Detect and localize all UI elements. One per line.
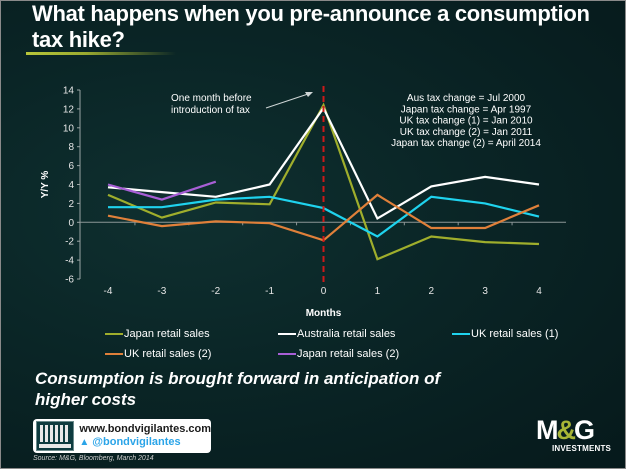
y-tick-label: 10 (63, 123, 75, 134)
mg-logo-tagline: INVESTMENTS (552, 444, 612, 453)
series-line-japan-retail-sales (107, 102, 540, 261)
annotation-one-month-before: introduction of tax (171, 105, 250, 116)
twitter-bird-icon: ▲ (79, 437, 90, 448)
annotation-arrowhead-icon (305, 92, 313, 97)
legend-label: Japan retail sales (124, 328, 210, 340)
twitter-handle-link[interactable]: ▲ @bondvigilantes (79, 436, 211, 449)
title-underline (26, 52, 176, 55)
mg-logo-wordmark: M&G (536, 415, 595, 445)
annotation-tax-change-date: Japan tax change (2) = April 2014 (391, 138, 541, 149)
legend-swatch (452, 333, 470, 335)
annotation-arrow-line (265, 92, 312, 109)
x-tick-label: -1 (265, 286, 274, 297)
y-tick-label: 14 (63, 86, 75, 97)
y-tick-label: 4 (68, 180, 74, 191)
twitter-handle: @bondvigilantes (92, 436, 181, 448)
annotation-tax-change-date: UK tax change (2) = Jan 2011 (400, 127, 533, 138)
x-tick-label: -3 (157, 286, 166, 297)
y-tick-label: 12 (63, 104, 75, 115)
x-tick-label: 3 (482, 286, 488, 297)
bond-vigilantes-banner[interactable]: www.bondvigilantes.com ▲ @bondvigilantes (33, 419, 211, 453)
legend-item-japan-retail-sales: Japan retail sales (105, 328, 210, 340)
y-tick-label: 6 (68, 161, 74, 172)
bond-vigilantes-logo-icon (36, 421, 75, 451)
legend-item-uk-retail-sales-1: UK retail sales (1) (452, 328, 558, 340)
source-note: Source: M&G, Bloomberg, March 2014 (33, 455, 154, 462)
legend-swatch (278, 353, 296, 355)
y-axis-title: Y/Y % (40, 171, 51, 199)
x-tick-label: -2 (211, 286, 220, 297)
legend-item-australia-retail-sales: Australia retail sales (278, 328, 395, 340)
legend-label: Australia retail sales (297, 328, 396, 340)
x-tick-label: 2 (428, 286, 434, 297)
annotation-tax-change-date: UK tax change (1) = Jan 2010 (399, 116, 533, 127)
annotation-tax-change-date: Japan tax change = Apr 1997 (401, 104, 532, 115)
x-axis-title: Months (306, 308, 342, 319)
y-tick-label: -6 (65, 275, 74, 286)
annotation-one-month-before: One month before (171, 93, 252, 104)
legend-swatch (105, 353, 123, 355)
legend-label: UK retail sales (2) (124, 348, 212, 360)
x-tick-label: 1 (375, 286, 381, 297)
x-tick-label: -4 (104, 286, 113, 297)
legend-item-uk-retail-sales-2: UK retail sales (2) (105, 348, 211, 360)
x-tick-label: 4 (536, 286, 542, 297)
x-tick-label: 0 (321, 286, 327, 297)
legend-label: Japan retail sales (2) (297, 348, 400, 360)
y-tick-label: 0 (68, 218, 74, 229)
legend-label: UK retail sales (1) (471, 328, 559, 340)
legend-item-japan-retail-sales-2: Japan retail sales (2) (278, 348, 399, 360)
legend-swatch (278, 333, 296, 335)
website-link[interactable]: www.bondvigilantes.com (79, 423, 211, 435)
annotation-tax-change-date: Aus tax change = Jul 2000 (407, 93, 526, 104)
y-tick-label: -4 (65, 256, 74, 267)
y-tick-label: 8 (68, 142, 74, 153)
legend-swatch (105, 333, 123, 335)
slide-subtitle: Consumption is brought forward in antici… (35, 369, 441, 409)
y-tick-label: 2 (68, 199, 74, 210)
slide-title: What happens when you pre-announce a con… (32, 1, 590, 52)
series-line-japan-retail-sales-2 (107, 180, 217, 201)
mg-investments-logo: M&G INVESTMENTS (536, 416, 616, 453)
y-tick-label: -2 (65, 237, 74, 248)
